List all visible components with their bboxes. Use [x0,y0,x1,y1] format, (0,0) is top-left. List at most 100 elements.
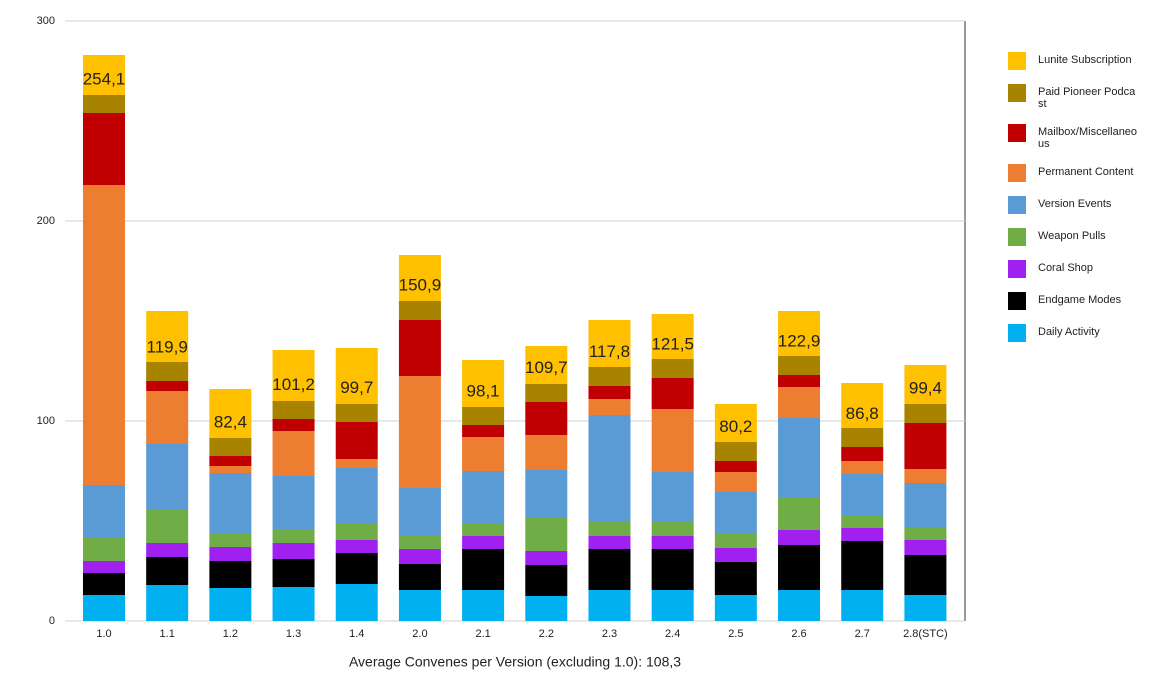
bar-segment [778,418,821,497]
bar-segment [82,573,125,595]
legend-swatch [1008,260,1026,278]
legend-label: Paid Pioneer Podcast [1038,86,1136,110]
total-label: 82,4 [214,413,247,432]
bar-segment [714,461,757,472]
bar-segment [82,95,125,113]
x-tick-label: 2.1 [475,628,490,640]
legend-label: Permanent Content [1038,166,1134,178]
bar-segment [398,320,441,376]
bar-segment [335,422,378,459]
bar-segment [778,375,821,387]
legend-swatch [1008,292,1026,310]
legend-item: Weapon Pulls [1008,228,1158,246]
bar-segment [714,442,757,461]
x-tick-label: 2.8(STC) [903,628,948,640]
bar-segment [82,185,125,485]
bar-segment [146,381,189,391]
x-tick-label: 2.4 [665,628,680,640]
total-label: 109,7 [525,358,568,377]
legend-swatch [1008,228,1026,246]
bar-segment [146,311,189,362]
bar-segment [588,590,631,621]
bar-segment [588,399,631,415]
bar-segment [462,425,505,437]
legend-label: Lunite Subscription [1038,54,1132,66]
bar-segment [398,301,441,320]
bar-segment [272,529,315,543]
bar-segment [272,419,315,431]
bar-segment [209,456,252,466]
legend-item: Mailbox/Miscellaneous [1008,124,1158,150]
bar-segment [651,472,694,522]
bar-segment [525,596,568,621]
total-label: 122,9 [778,332,821,351]
total-label: 121,5 [651,334,694,353]
legend-label: Daily Activity [1038,326,1100,338]
bar-segment [82,595,125,621]
bar-segment [146,557,189,585]
bar-segment [146,509,189,543]
bar-segment [841,590,884,621]
legend-item: Daily Activity [1008,324,1158,342]
x-tick-label: 1.3 [286,628,301,640]
bar-segment [841,447,884,461]
bar-segment [714,492,757,533]
bar-segment [398,376,441,488]
bar-segment [209,561,252,588]
chart: Average Convenes per Version (excluding … [37,15,966,670]
bar-segment [714,472,757,492]
bar-segment [651,378,694,409]
total-label: 119,9 [147,338,188,357]
bar-segment [841,515,884,528]
legend-swatch [1008,164,1026,182]
bar-segment [778,590,821,621]
bar-segment [335,348,378,404]
bar-segment [841,541,884,590]
bar-segment [904,555,947,595]
legend-item: Version Events [1008,196,1158,214]
bar-segment [714,562,757,595]
x-tick-label: 1.4 [349,628,364,640]
grid [65,20,965,622]
x-tick-label: 2.2 [539,628,554,640]
legend-swatch [1008,84,1026,102]
bar-segment [525,402,568,435]
bar-segment [272,350,315,401]
bar-segment [398,590,441,621]
bar-segment [398,564,441,590]
bar-segment [272,401,315,419]
bar-segment [209,533,252,547]
bar-segment [398,255,441,301]
total-label: 150,9 [399,276,442,295]
bar-segment [525,470,568,517]
bar-segment [714,595,757,621]
bar-segment [841,428,884,447]
bar-segment [714,404,757,442]
bar-segment [82,55,125,95]
bar-segment [778,545,821,590]
total-label: 99,7 [340,378,373,397]
x-tick-label: 1.2 [223,628,238,640]
bar-segment [525,435,568,470]
bar-segment [904,483,947,527]
bar-segment [778,530,821,545]
bar-segment [209,466,252,473]
x-tick-label: 2.7 [855,628,870,640]
total-label: 254,1 [83,69,126,88]
bar-segment [841,383,884,428]
bar-segment [714,533,757,548]
legend-label: Mailbox/Miscellaneous [1038,126,1138,150]
total-label: 86,8 [846,404,879,423]
bar-segment [778,387,821,418]
bar-segment [525,384,568,402]
legend-swatch [1008,124,1026,142]
bar-segment [335,540,378,553]
bar-segment [651,549,694,590]
bar-segment [462,360,505,407]
bar-segment [904,527,947,540]
bar-segment [335,584,378,621]
bar-segment [904,469,947,483]
bar-segment [841,528,884,541]
bar-segment [146,444,189,509]
total-label: 80,2 [719,417,752,436]
